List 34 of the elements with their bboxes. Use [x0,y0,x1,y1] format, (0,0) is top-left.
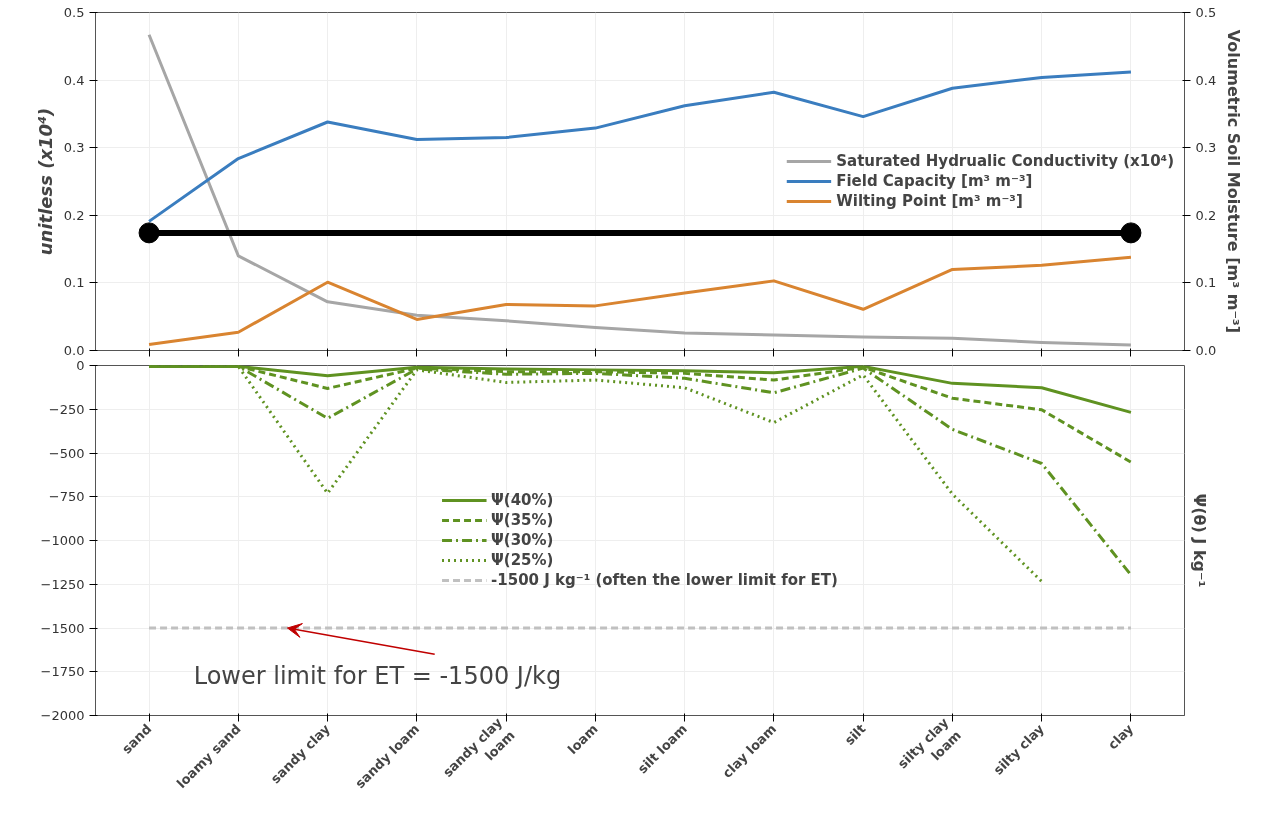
legend-label: Ψ(40%) [491,491,554,509]
y2-tick-label: 0.1 [1195,275,1217,291]
y-tick-label: −750 [48,489,85,505]
legend-label: -1500 J kg⁻¹ (often the lower limit for ET) [491,571,838,589]
legend-label: Ψ(30%) [491,531,554,549]
y-tick-label: 0 [76,358,85,373]
y-tick-label: 0.0 [63,343,85,358]
y2-tick-label: 0.5 [1195,5,1217,20]
y-tick-label: 0.2 [63,207,85,223]
y-tick-label: −1250 [40,576,85,592]
y-tick-label: −2000 [40,708,85,723]
legend-label: Wilting Point [m³ m⁻³] [836,192,1023,210]
legend-label: Field Capacity [m³ m⁻³] [836,172,1033,190]
y-tick-label: −1000 [40,533,85,548]
y2-axis-title: Volumetric Soil Moisture [m³ m⁻³] [1224,29,1244,334]
legend-label: Saturated Hydrualic Conductivity (x10⁴) [836,152,1174,170]
legend-label: Ψ(25%) [491,551,554,569]
x-tick-label: silt [841,721,869,748]
y-tick-label: −1500 [40,620,85,636]
annotation: Lower limit for ET = -1500 J/kg [193,662,562,691]
legend-label: Ψ(35%) [491,511,554,529]
y-tick-label: 0.4 [63,72,85,88]
y-tick-label: −250 [48,401,85,417]
y2-tick-label: 0.4 [1195,72,1217,88]
y2-tick-label: 0.0 [1195,343,1217,358]
y2-tick-label: 0.2 [1195,207,1217,223]
y-axis-title: unitless (x10⁴) [34,107,56,256]
y-axis-title: Ψ(θ) J kg⁻¹ [1189,493,1209,588]
y-tick-label: −1750 [40,664,85,680]
y-tick-label: 0.1 [63,275,85,291]
y2-tick-label: 0.3 [1195,140,1217,156]
y-tick-label: −500 [48,445,85,461]
y-tick-label: 0.3 [63,140,85,156]
y-tick-label: 0.5 [63,5,85,20]
